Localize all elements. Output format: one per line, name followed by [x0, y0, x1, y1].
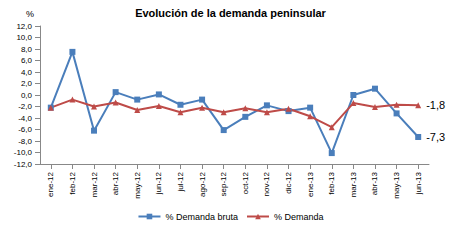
- svg-text:8,0: 8,0: [21, 45, 33, 54]
- svg-text:Evolución de la demanda penins: Evolución de la demanda peninsular: [135, 7, 326, 19]
- svg-text:abr-13: abr-13: [370, 171, 379, 195]
- svg-text:jun-13: jun-13: [414, 171, 423, 195]
- svg-text:-8,0: -8,0: [18, 137, 32, 146]
- svg-text:oct-12: oct-12: [241, 171, 250, 194]
- svg-text:jul-12: jul-12: [176, 171, 185, 192]
- svg-text:-7,3: -7,3: [426, 131, 445, 143]
- svg-text:nov-12: nov-12: [262, 171, 271, 196]
- svg-text:-12,0: -12,0: [14, 160, 33, 169]
- svg-text:0,0: 0,0: [21, 91, 33, 100]
- svg-text:may-13: may-13: [392, 171, 401, 198]
- svg-text:feb-12: feb-12: [68, 171, 77, 194]
- svg-text:ene-13: ene-13: [306, 171, 315, 196]
- svg-text:% Demanda bruta: % Demanda bruta: [165, 212, 238, 222]
- svg-text:-6,0: -6,0: [18, 125, 32, 134]
- svg-text:-1,8: -1,8: [426, 99, 445, 111]
- svg-text:mar-12: mar-12: [90, 171, 99, 197]
- svg-text:10,0: 10,0: [16, 33, 32, 42]
- svg-text:2,0: 2,0: [21, 79, 33, 88]
- svg-text:% Demanda: % Demanda: [274, 212, 324, 222]
- svg-text:%: %: [26, 9, 34, 19]
- svg-text:ago-12: ago-12: [198, 171, 207, 196]
- svg-text:-4,0: -4,0: [18, 114, 32, 123]
- svg-text:ene-12: ene-12: [46, 171, 55, 196]
- svg-text:-10,0: -10,0: [14, 148, 33, 157]
- svg-text:6,0: 6,0: [21, 56, 33, 65]
- svg-text:mar-13: mar-13: [349, 171, 358, 197]
- svg-text:feb-13: feb-13: [327, 171, 336, 194]
- svg-text:sep-12: sep-12: [219, 171, 228, 196]
- svg-text:12,0: 12,0: [16, 22, 32, 31]
- svg-text:4,0: 4,0: [21, 68, 33, 77]
- svg-text:may-12: may-12: [133, 171, 142, 198]
- svg-text:dic-12: dic-12: [284, 171, 293, 193]
- svg-text:abr-12: abr-12: [111, 171, 120, 195]
- svg-text:-2,0: -2,0: [18, 102, 32, 111]
- svg-text:jun-12: jun-12: [154, 171, 163, 195]
